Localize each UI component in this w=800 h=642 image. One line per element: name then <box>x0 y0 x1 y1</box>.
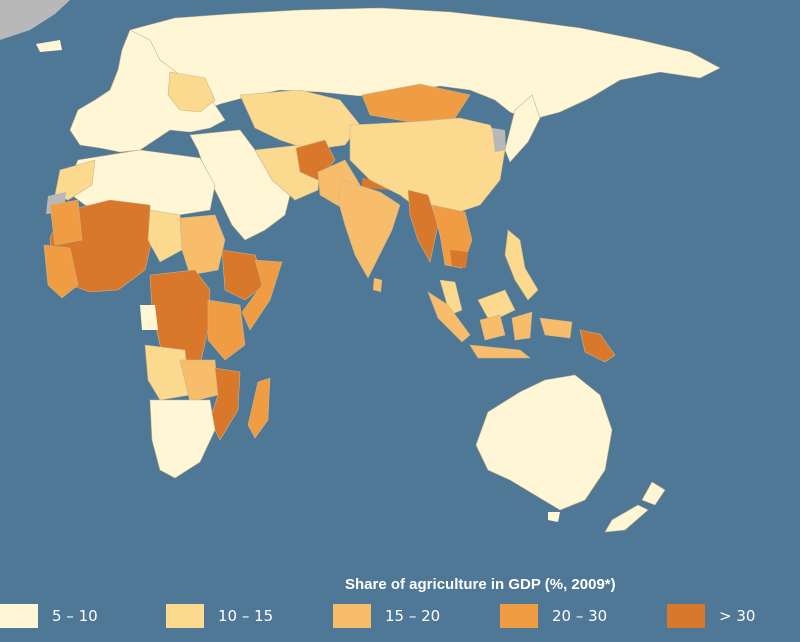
region-china <box>349 117 506 216</box>
region-indonesia <box>427 291 573 359</box>
region-malaysia <box>439 279 516 323</box>
region-tasmania <box>548 512 560 522</box>
region-japan <box>504 94 541 163</box>
legend-swatch <box>166 604 204 628</box>
region-somalia <box>241 259 283 331</box>
region-chad <box>147 209 183 263</box>
legend-label: 20 – 30 <box>552 607 608 625</box>
legend-label: > 30 <box>719 607 756 625</box>
legend-item-10-15: 10 – 15 <box>166 603 273 629</box>
region-mauritania <box>49 199 83 246</box>
region-west-coast <box>43 244 79 299</box>
region-madagascar <box>247 377 271 439</box>
region-korea <box>492 128 506 152</box>
region-central-asia <box>239 89 361 151</box>
region-sudan <box>179 214 226 276</box>
legend-item-5-10: 5 – 10 <box>0 603 98 629</box>
region-north-africa <box>64 149 216 219</box>
legend-swatch <box>0 604 38 628</box>
region-philippines <box>504 229 539 301</box>
region-australia <box>475 374 613 511</box>
region-mongolia <box>361 83 471 123</box>
legend-item-gt30: > 30 <box>667 603 755 629</box>
region-great-lakes <box>207 299 246 361</box>
legend-swatch <box>667 604 705 628</box>
region-sri-lanka <box>373 278 382 292</box>
region-morocco <box>54 159 96 201</box>
region-png <box>579 329 616 363</box>
legend-label: 10 – 15 <box>218 607 274 625</box>
region-ethiopia <box>221 249 266 301</box>
legend-swatch <box>500 604 538 628</box>
legend-label: 15 – 20 <box>385 607 441 625</box>
region-iceland <box>36 40 62 52</box>
region-cambodia <box>450 250 468 268</box>
region-angola <box>144 344 191 401</box>
region-gabon <box>140 305 158 330</box>
region-balkans <box>167 71 216 113</box>
region-myanmar <box>407 189 439 263</box>
greenland <box>0 0 70 40</box>
legend-title: Share of agriculture in GDP (%, 2009*) <box>345 576 616 593</box>
legend-swatch <box>333 604 371 628</box>
legend-item-20-30: 20 – 30 <box>500 603 607 629</box>
region-south-africa <box>149 399 216 479</box>
region-mozambique <box>209 367 241 441</box>
region-new-zealand <box>604 481 666 533</box>
legend-label: 5 – 10 <box>52 607 98 625</box>
legend-item-15-20: 15 – 20 <box>333 603 440 629</box>
region-india <box>337 179 401 279</box>
